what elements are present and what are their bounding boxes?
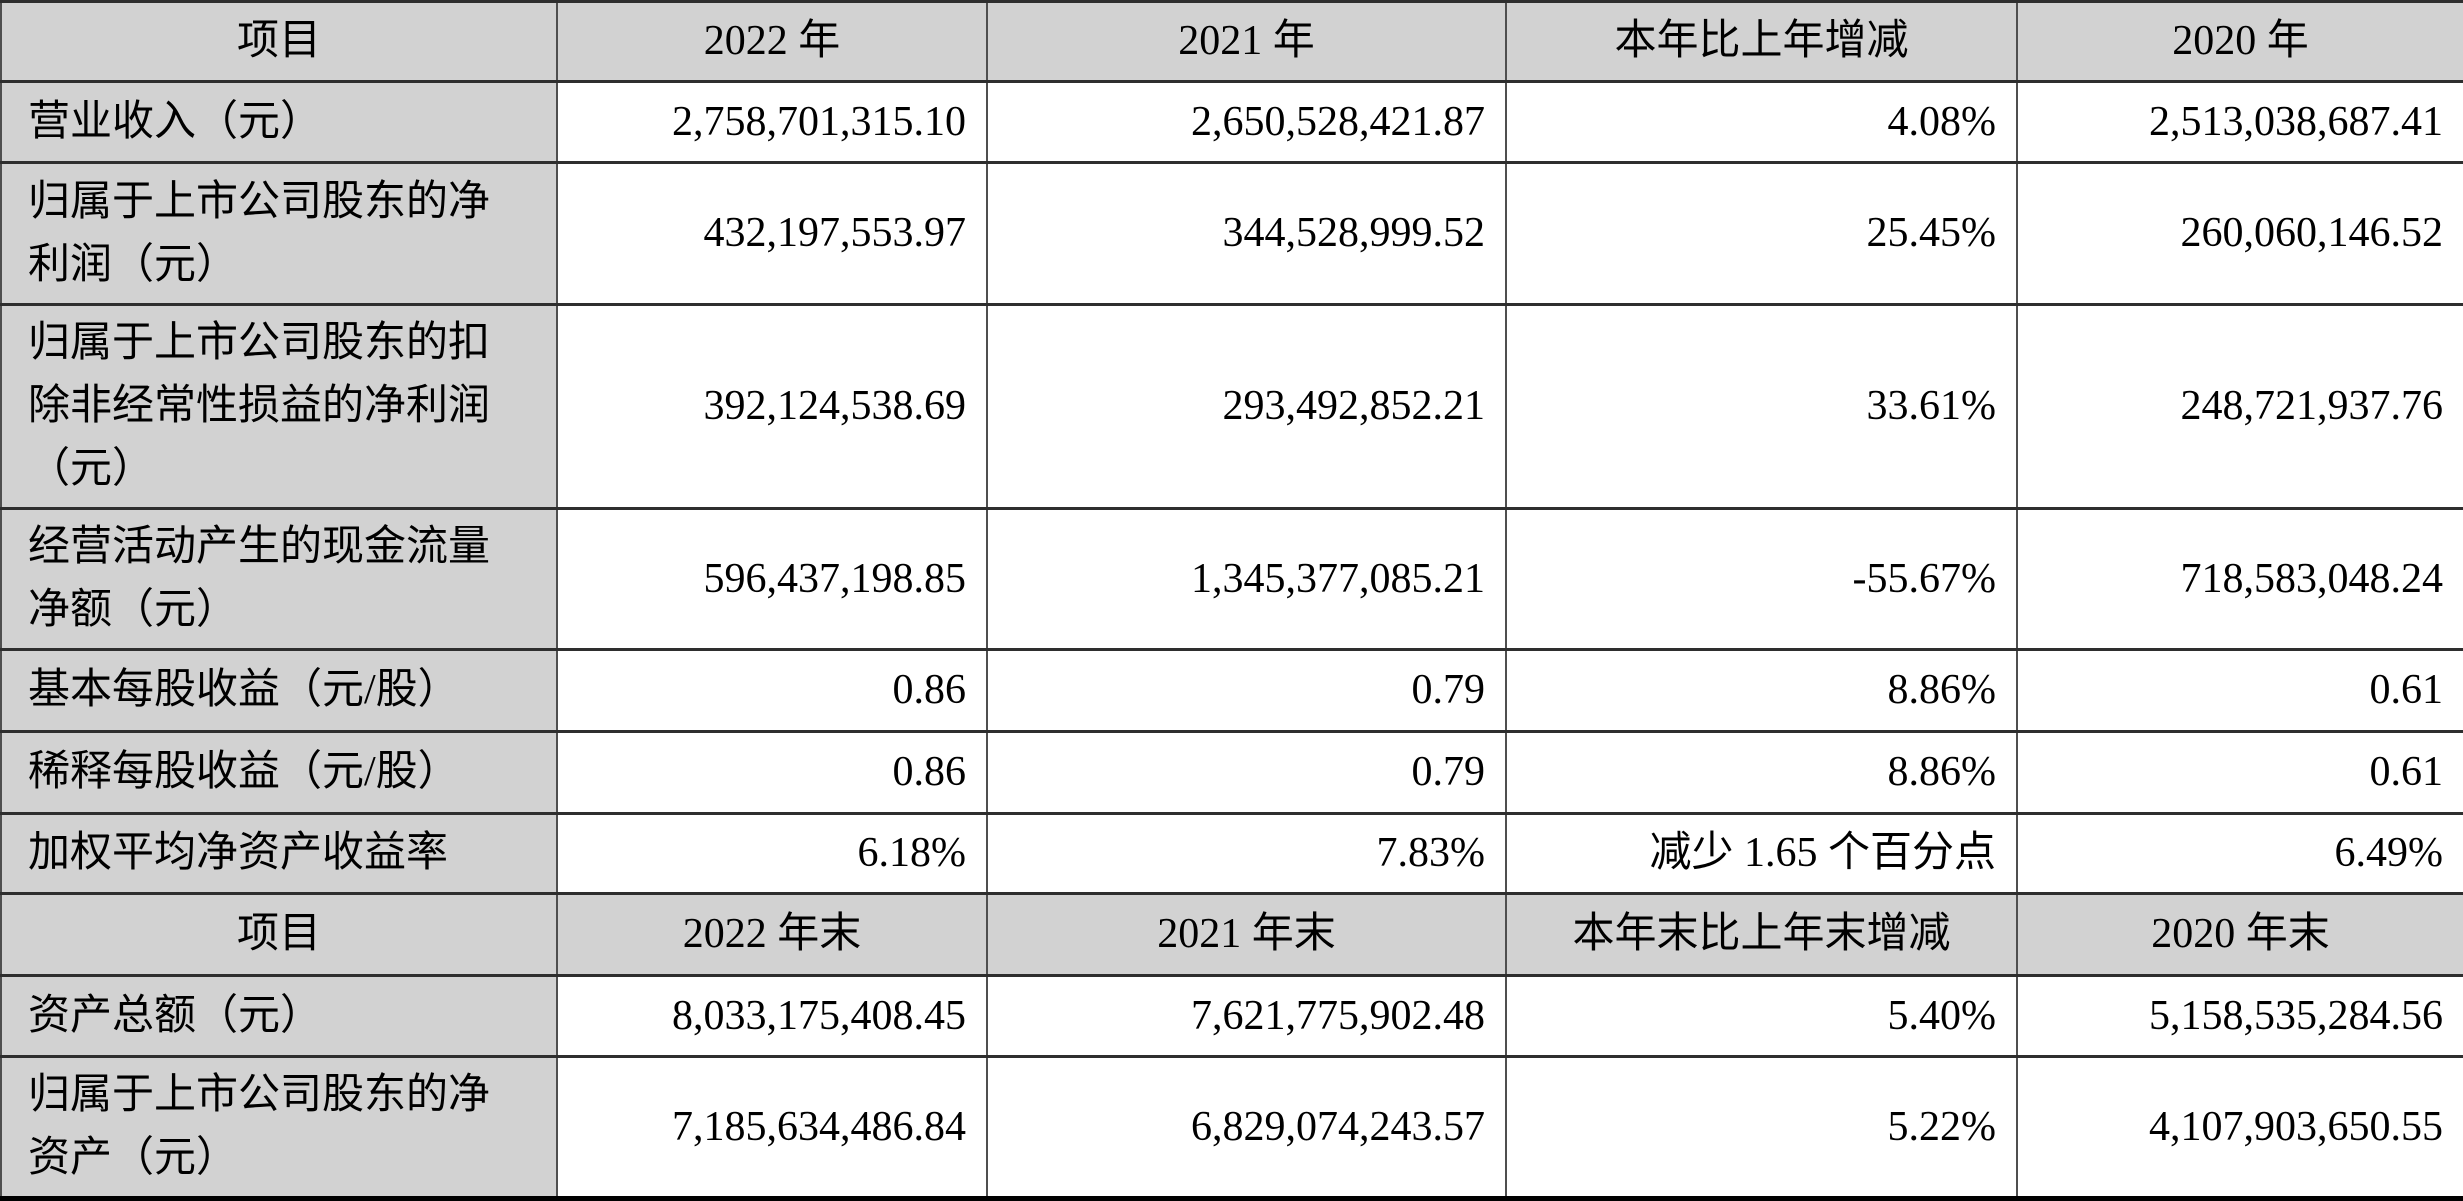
value-change: 33.61% <box>1505 303 2018 510</box>
row-label: 稀释每股收益（元/股） <box>0 730 558 815</box>
value-2022: 7,185,634,486.84 <box>556 1055 988 1200</box>
value-2022: 8,033,175,408.45 <box>556 974 988 1058</box>
header-cell-2021-eoy: 2021 年末 <box>986 892 1507 977</box>
row-label: 加权平均净资产收益率 <box>0 812 558 895</box>
row-label: 归属于上市公司股东的扣除非经常性损益的净利润（元） <box>0 303 558 510</box>
value-2020: 260,060,146.52 <box>2016 161 2463 306</box>
table-row-diluted-eps: 稀释每股收益（元/股） 0.86 0.79 8.86% 0.61 <box>0 730 2463 815</box>
value-change: 25.45% <box>1505 161 2018 306</box>
value-2021: 0.79 <box>986 648 1507 733</box>
value-2022: 2,758,701,315.10 <box>556 80 988 164</box>
table-row-total-assets: 资产总额（元） 8,033,175,408.45 7,621,775,902.4… <box>0 974 2463 1058</box>
value-2022: 432,197,553.97 <box>556 161 988 306</box>
value-2022: 0.86 <box>556 730 988 815</box>
value-2021: 2,650,528,421.87 <box>986 80 1507 164</box>
row-label: 资产总额（元） <box>0 974 558 1058</box>
header-cell-2022: 2022 年 <box>556 0 988 83</box>
value-change: 5.22% <box>1505 1055 2018 1200</box>
value-2020: 0.61 <box>2016 730 2463 815</box>
header-cell-2021: 2021 年 <box>986 0 1507 83</box>
value-2022: 392,124,538.69 <box>556 303 988 510</box>
value-change: 5.40% <box>1505 974 2018 1058</box>
header-cell-item: 项目 <box>0 892 558 977</box>
table-row-net-assets: 归属于上市公司股东的净资产（元） 7,185,634,486.84 6,829,… <box>0 1055 2463 1200</box>
header-cell-item: 项目 <box>0 0 558 83</box>
value-2021: 7,621,775,902.48 <box>986 974 1507 1058</box>
value-change: 4.08% <box>1505 80 2018 164</box>
value-2021: 7.83% <box>986 812 1507 895</box>
value-2021: 6,829,074,243.57 <box>986 1055 1507 1200</box>
header-cell-2020: 2020 年 <box>2016 0 2463 83</box>
row-label: 归属于上市公司股东的净资产（元） <box>0 1055 558 1200</box>
value-2021: 1,345,377,085.21 <box>986 507 1507 651</box>
value-2020: 4,107,903,650.55 <box>2016 1055 2463 1200</box>
table-row-basic-eps: 基本每股收益（元/股） 0.86 0.79 8.86% 0.61 <box>0 648 2463 733</box>
value-2020: 2,513,038,687.41 <box>2016 80 2463 164</box>
table-row-net-profit-excl-nonrecurring: 归属于上市公司股东的扣除非经常性损益的净利润（元） 392,124,538.69… <box>0 303 2463 510</box>
row-label: 经营活动产生的现金流量净额（元） <box>0 507 558 651</box>
value-2021: 0.79 <box>986 730 1507 815</box>
header-cell-change-eoy: 本年末比上年末增减 <box>1505 892 2018 977</box>
value-2020: 718,583,048.24 <box>2016 507 2463 651</box>
value-change: -55.67% <box>1505 507 2018 651</box>
table-row-revenue: 营业收入（元） 2,758,701,315.10 2,650,528,421.8… <box>0 80 2463 164</box>
header-row-end-of-year: 项目 2022 年末 2021 年末 本年末比上年末增减 2020 年末 <box>0 892 2463 977</box>
value-change: 8.86% <box>1505 730 2018 815</box>
header-cell-2020-eoy: 2020 年末 <box>2016 892 2463 977</box>
table-row-weighted-avg-roe: 加权平均净资产收益率 6.18% 7.83% 减少 1.65 个百分点 6.49… <box>0 812 2463 895</box>
value-2022: 0.86 <box>556 648 988 733</box>
header-cell-change: 本年比上年增减 <box>1505 0 2018 83</box>
value-2020: 5,158,535,284.56 <box>2016 974 2463 1058</box>
value-2022: 6.18% <box>556 812 988 895</box>
header-row-annual: 项目 2022 年 2021 年 本年比上年增减 2020 年 <box>0 0 2463 83</box>
value-2020: 6.49% <box>2016 812 2463 895</box>
value-2022: 596,437,198.85 <box>556 507 988 651</box>
value-2021: 293,492,852.21 <box>986 303 1507 510</box>
value-change: 8.86% <box>1505 648 2018 733</box>
header-cell-2022-eoy: 2022 年末 <box>556 892 988 977</box>
row-label: 归属于上市公司股东的净利润（元） <box>0 161 558 306</box>
row-label: 营业收入（元） <box>0 80 558 164</box>
row-label: 基本每股收益（元/股） <box>0 648 558 733</box>
table-row-net-profit: 归属于上市公司股东的净利润（元） 432,197,553.97 344,528,… <box>0 161 2463 306</box>
table-row-operating-cash-flow: 经营活动产生的现金流量净额（元） 596,437,198.85 1,345,37… <box>0 507 2463 651</box>
value-change: 减少 1.65 个百分点 <box>1505 812 2018 895</box>
value-2020: 248,721,937.76 <box>2016 303 2463 510</box>
value-2021: 344,528,999.52 <box>986 161 1507 306</box>
value-2020: 0.61 <box>2016 648 2463 733</box>
